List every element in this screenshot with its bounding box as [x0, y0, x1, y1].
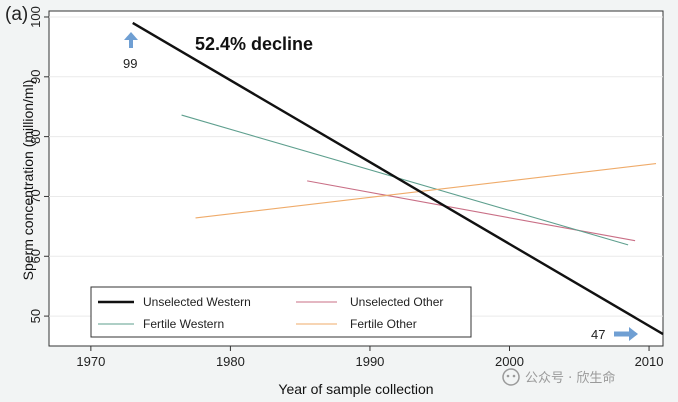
- series-line-fertile-other: [195, 162, 657, 219]
- decline-annotation: 52.4% decline: [195, 34, 313, 54]
- series-line-unselected-western: [132, 21, 664, 336]
- legend: Unselected Western Unselected Other Fert…: [90, 286, 472, 338]
- x-tick-label: 1990: [355, 354, 384, 369]
- series-line-fertile-western: [181, 114, 629, 246]
- right-arrow-head: [629, 327, 638, 341]
- x-tick-label: 2010: [635, 354, 664, 369]
- watermark: 公众号 · 欣生命: [502, 368, 615, 386]
- panel-label: (a): [5, 4, 28, 25]
- axis-ticks: 50 60 70 80 90 100 1970 1980 1990 2000 2010: [28, 6, 664, 369]
- y-tick-label: 50: [28, 309, 43, 323]
- start-value-label: 99: [123, 56, 137, 71]
- y-tick-label: 90: [28, 70, 43, 84]
- y-tick-label: 70: [28, 189, 43, 203]
- legend-label-fertile-western: Fertile Western: [143, 317, 224, 331]
- start-value-marker: 99: [123, 32, 138, 71]
- wechat-icon: [502, 368, 520, 386]
- legend-label-fertile-other: Fertile Other: [350, 317, 417, 331]
- end-value-label: 47: [591, 327, 605, 342]
- y-tick-label: 100: [28, 6, 43, 28]
- legend-label-unselected-other: Unselected Other: [350, 295, 443, 309]
- y-axis-label: Sperm concentration (million/ml): [20, 80, 36, 281]
- wechat-icon-dot: [506, 374, 510, 378]
- up-arrow-head: [124, 32, 138, 40]
- x-tick-label: 2000: [495, 354, 524, 369]
- x-axis-label: Year of sample collection: [278, 381, 433, 397]
- x-tick-label: 1970: [76, 354, 105, 369]
- y-tick-label: 80: [28, 129, 43, 143]
- legend-label-unselected-western: Unselected Western: [143, 295, 251, 309]
- legend-box: [90, 286, 472, 338]
- series-lines: [132, 21, 664, 336]
- watermark-text: 公众号 · 欣生命: [525, 370, 615, 386]
- y-tick-label: 60: [28, 249, 43, 263]
- wechat-icon-dot: [512, 374, 516, 378]
- x-tick-label: 1980: [216, 354, 245, 369]
- end-value-marker: 47: [591, 327, 638, 342]
